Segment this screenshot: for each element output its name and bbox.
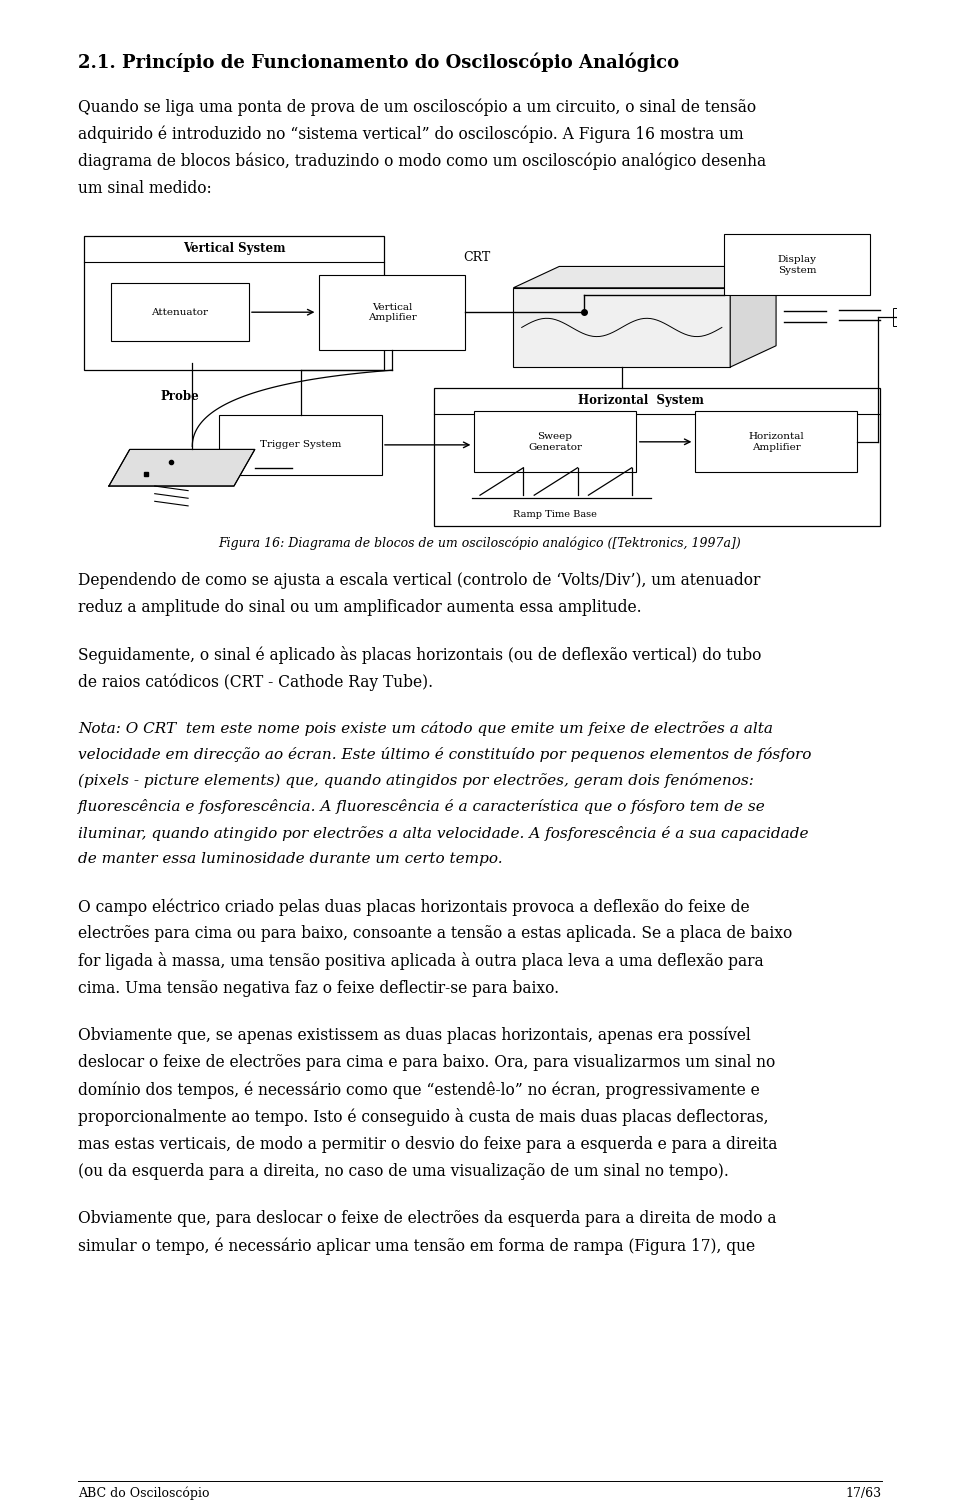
Text: Obviamente que, para deslocar o feixe de electrões da esquerda para a direita de: Obviamente que, para deslocar o feixe de… [78,1210,777,1227]
Text: cima. Uma tensão negativa faz o feixe deflectir-se para baixo.: cima. Uma tensão negativa faz o feixe de… [78,979,559,997]
Bar [724,234,870,296]
Bar [514,287,731,367]
Text: electrões para cima ou para baixo, consoante a tensão a estas aplicada. Se a pla: electrões para cima ou para baixo, conso… [78,925,792,943]
Text: fluorescência e fosforescência. A fluorescência é a característica que o fósforo: fluorescência e fosforescência. A fluore… [78,799,766,814]
Text: iluminar, quando atingido por electrões a alta velocidade. A fosforescência é a : iluminar, quando atingido por electrões … [78,825,808,840]
Text: Ramp Time Base: Ramp Time Base [514,511,597,520]
Text: domínio dos tempos, é necessário como que “estendê-lo” no écran, progressivament: domínio dos tempos, é necessário como qu… [78,1082,759,1098]
Text: 2.1. Princípio de Funcionamento do Osciloscópio Analógico: 2.1. Princípio de Funcionamento do Oscil… [78,51,679,71]
Text: Sweep
Generator: Sweep Generator [528,432,582,452]
Polygon shape [731,266,776,367]
Text: Obviamente que, se apenas existissem as duas placas horizontais, apenas era poss: Obviamente que, se apenas existissem as … [78,1027,751,1044]
Text: Dependendo de como se ajusta a escala vertical (controlo de ‘Volts/Div’), um ate: Dependendo de como se ajusta a escala ve… [78,573,760,589]
Bar [695,411,857,473]
Bar [473,411,636,473]
Text: Figura 16: Diagrama de blocos de um osciloscópio analógico ([Tektronics, 1997a]): Figura 16: Diagrama de blocos de um osci… [219,536,741,550]
Text: um sinal medido:: um sinal medido: [78,180,212,196]
Text: deslocar o feixe de electrões para cima e para baixo. Ora, para visualizarmos um: deslocar o feixe de electrões para cima … [78,1055,776,1071]
Text: proporcionalmente ao tempo. Isto é conseguido à custa de mais duas placas deflec: proporcionalmente ao tempo. Isto é conse… [78,1109,769,1126]
Text: Horizontal
Amplifier: Horizontal Amplifier [748,432,804,452]
Text: Nota: O CRT  tem este nome pois existe um cátodo que emite um feixe de electrões: Nota: O CRT tem este nome pois existe um… [78,721,773,736]
Text: ABC do Osciloscópio: ABC do Osciloscópio [78,1487,209,1500]
Text: for ligada à massa, uma tensão positiva aplicada à outra placa leva a uma deflex: for ligada à massa, uma tensão positiva … [78,952,763,970]
Text: diagrama de blocos básico, traduzindo o modo como um osciloscópio analógico dese: diagrama de blocos básico, traduzindo o … [78,153,766,169]
Text: de manter essa luminosidade durante um certo tempo.: de manter essa luminosidade durante um c… [78,852,503,866]
Text: reduz a amplitude do sinal ou um amplificador aumenta essa amplitude.: reduz a amplitude do sinal ou um amplifi… [78,600,641,616]
Text: (pixels - picture elements) que, quando atingidos por electrões, geram dois fenó: (pixels - picture elements) que, quando … [78,774,754,789]
Text: velocidade em direcção ao écran. Este último é constituído por pequenos elemento: velocidade em direcção ao écran. Este úl… [78,746,811,762]
Text: Quando se liga uma ponta de prova de um osciloscópio a um circuito, o sinal de t: Quando se liga uma ponta de prova de um … [78,98,756,115]
Bar [434,388,880,526]
Text: CRT: CRT [464,251,491,264]
Bar [111,283,249,341]
Text: (ou da esquerda para a direita, no caso de uma visualização de um sinal no tempo: (ou da esquerda para a direita, no caso … [78,1163,729,1180]
Text: adquirido é introduzido no “sistema vertical” do osciloscópio. A Figura 16 mostr: adquirido é introduzido no “sistema vert… [78,125,744,142]
Bar [320,275,466,349]
Bar [893,308,926,326]
Text: Trigger System: Trigger System [260,440,342,449]
Polygon shape [108,449,254,487]
Text: O campo eléctrico criado pelas duas placas horizontais provoca a deflexão do fei: O campo eléctrico criado pelas duas plac… [78,898,750,916]
Text: Seguidamente, o sinal é aplicado às placas horizontais (ou de deflexão vertical): Seguidamente, o sinal é aplicado às plac… [78,647,761,665]
Text: de raios catódicos (CRT - Cathode Ray Tube).: de raios catódicos (CRT - Cathode Ray Tu… [78,674,433,691]
Text: 17/63: 17/63 [846,1487,882,1500]
Polygon shape [514,266,776,287]
Text: Horizontal  System: Horizontal System [578,394,704,406]
Bar [84,236,384,370]
Text: Attenuator: Attenuator [152,308,208,317]
Text: simular o tempo, é necessário aplicar uma tensão em forma de rampa (Figura 17), : simular o tempo, é necessário aplicar um… [78,1238,756,1254]
Text: Display
System: Display System [778,255,816,275]
Text: Probe: Probe [160,390,199,402]
Text: Vertical
Amplifier: Vertical Amplifier [368,302,417,322]
Text: mas estas verticais, de modo a permitir o desvio do feixe para a esquerda e para: mas estas verticais, de modo a permitir … [78,1136,778,1153]
Bar [220,416,382,474]
Text: Vertical System: Vertical System [182,242,285,255]
